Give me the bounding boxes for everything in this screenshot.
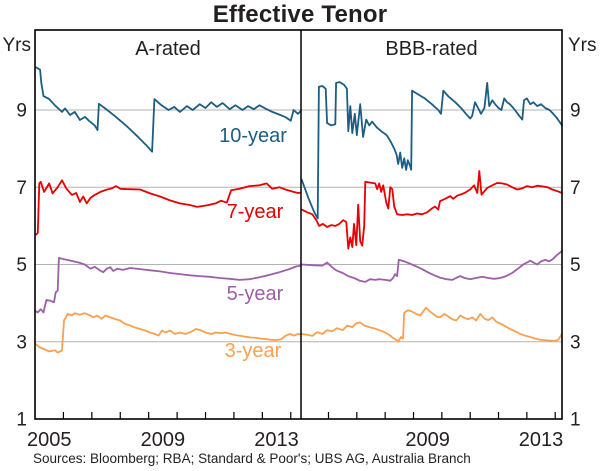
series-line-10-year-panel1 (300, 81, 563, 220)
x-axis-label-2013-panel0: 2013 (254, 429, 299, 451)
panel-label-BBB-rated: BBB-rated (385, 38, 477, 60)
series-line-10-year-panel0 (35, 66, 302, 153)
x-axis-label-2009-panel1: 2009 (405, 429, 450, 451)
series-line-7-year-panel0 (35, 179, 302, 236)
series-line-7-year-panel1 (300, 170, 563, 250)
series-label-5-year: 5-year (227, 283, 284, 305)
y-axis-unit-right: Yrs (568, 35, 597, 56)
y-axis-label-left-1: 1 (16, 410, 27, 431)
series-line-3-year-panel1 (300, 306, 563, 343)
y-axis-label-right-3: 3 (570, 332, 581, 353)
y-axis-unit-left: Yrs (3, 35, 32, 56)
series-line-3-year-panel0 (34, 312, 302, 354)
source-note: Sources: Bloomberg; RBA; Standard & Poor… (33, 451, 471, 466)
x-axis-label-2009-panel0: 2009 (141, 429, 186, 451)
y-axis-label-right-1: 1 (570, 410, 581, 431)
series-label-7-year: 7-year (227, 201, 284, 223)
y-axis-label-right-5: 5 (570, 255, 581, 276)
chart-title: Effective Tenor (212, 1, 388, 28)
y-axis-label-right-7: 7 (570, 178, 581, 199)
x-axis-label-2005-panel0: 2005 (27, 429, 72, 451)
y-axis-label-left-3: 3 (16, 332, 27, 353)
y-axis-label-right-9: 9 (570, 101, 581, 122)
series-line-5-year-panel0 (34, 256, 302, 314)
series-line-5-year-panel1 (300, 250, 563, 283)
y-axis-label-left-5: 5 (16, 255, 27, 276)
x-axis-label-2013-panel1: 2013 (519, 429, 564, 451)
y-axis-label-left-7: 7 (16, 178, 27, 199)
series-label-3-year: 3-year (225, 340, 282, 362)
plot-frame (34, 29, 563, 420)
series-label-10-year: 10-year (219, 125, 287, 147)
panel-label-A-rated: A-rated (135, 38, 201, 60)
y-axis-label-left-9: 9 (16, 101, 27, 122)
